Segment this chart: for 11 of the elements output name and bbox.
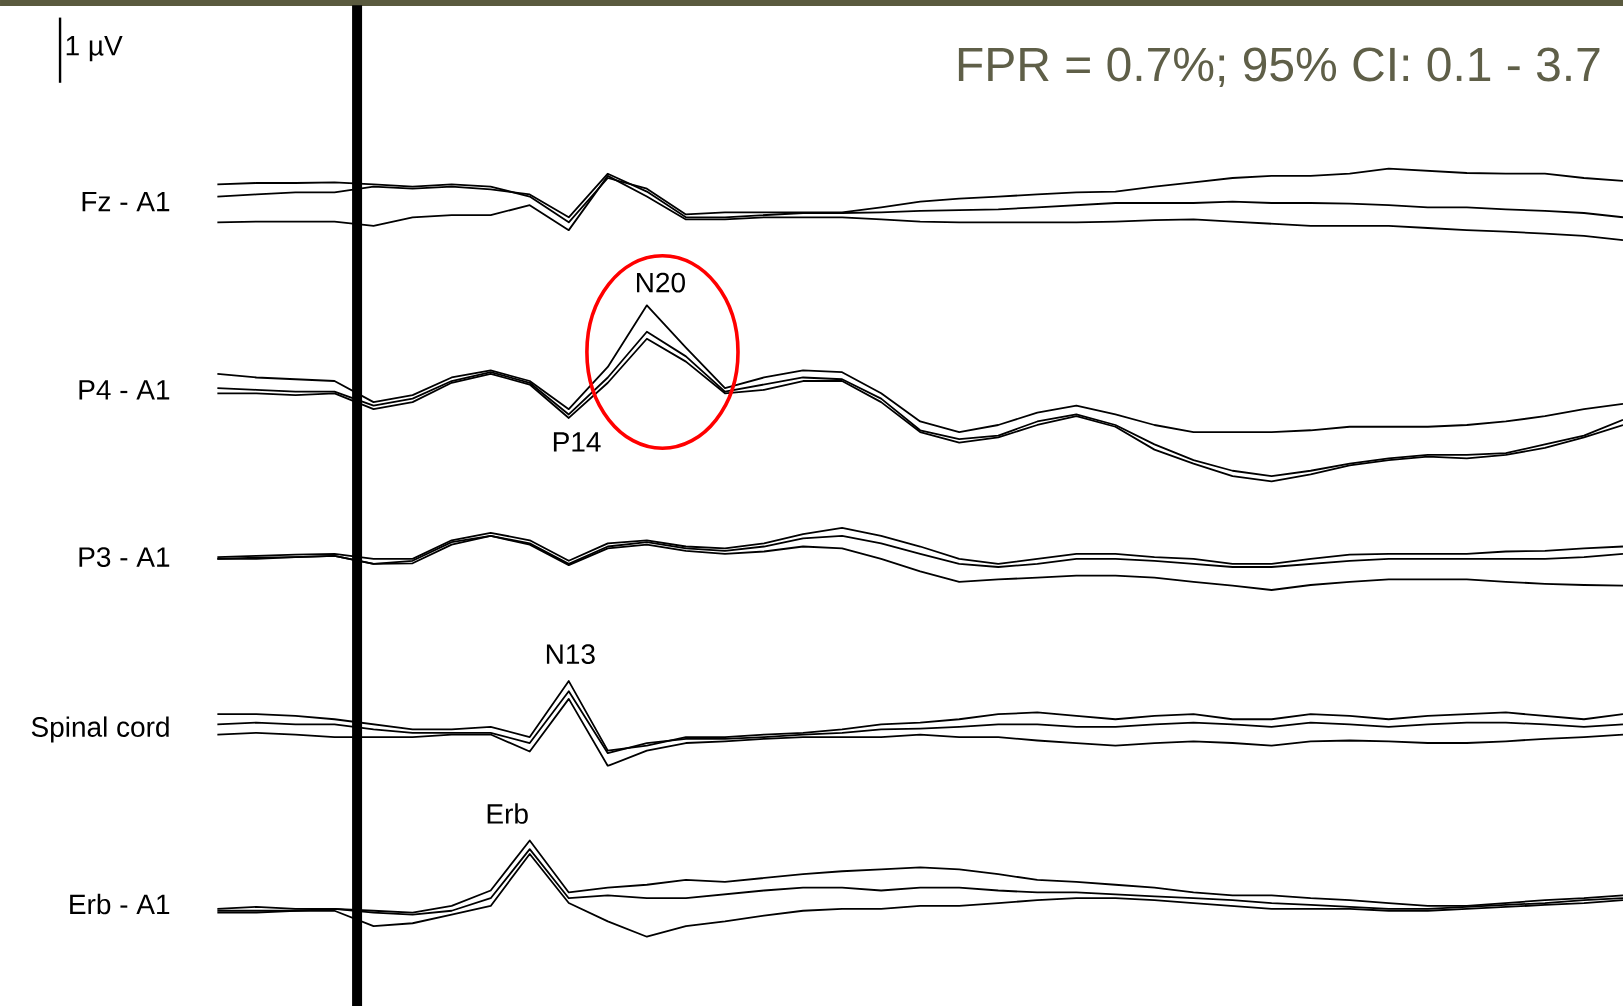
y-axis-title: Fz - A1 — [82, 191, 170, 212]
y-axis-title: Erb - A1 — [70, 893, 170, 915]
y-axis-title: Spinal cord — [31, 716, 169, 743]
annotation: P14 — [553, 432, 601, 452]
y-axis-title: P3 - A1 — [79, 547, 170, 567]
text: N20 — [637, 272, 685, 293]
chart-title: FPR = 0.7%; 95% CI: 0.1 - 3.7 — [958, 47, 1600, 88]
text: 1 µV — [66, 36, 123, 62]
text: Erb — [487, 803, 528, 824]
y-axis-title: P4 - A1 — [79, 380, 170, 400]
text: N13 — [546, 644, 595, 665]
